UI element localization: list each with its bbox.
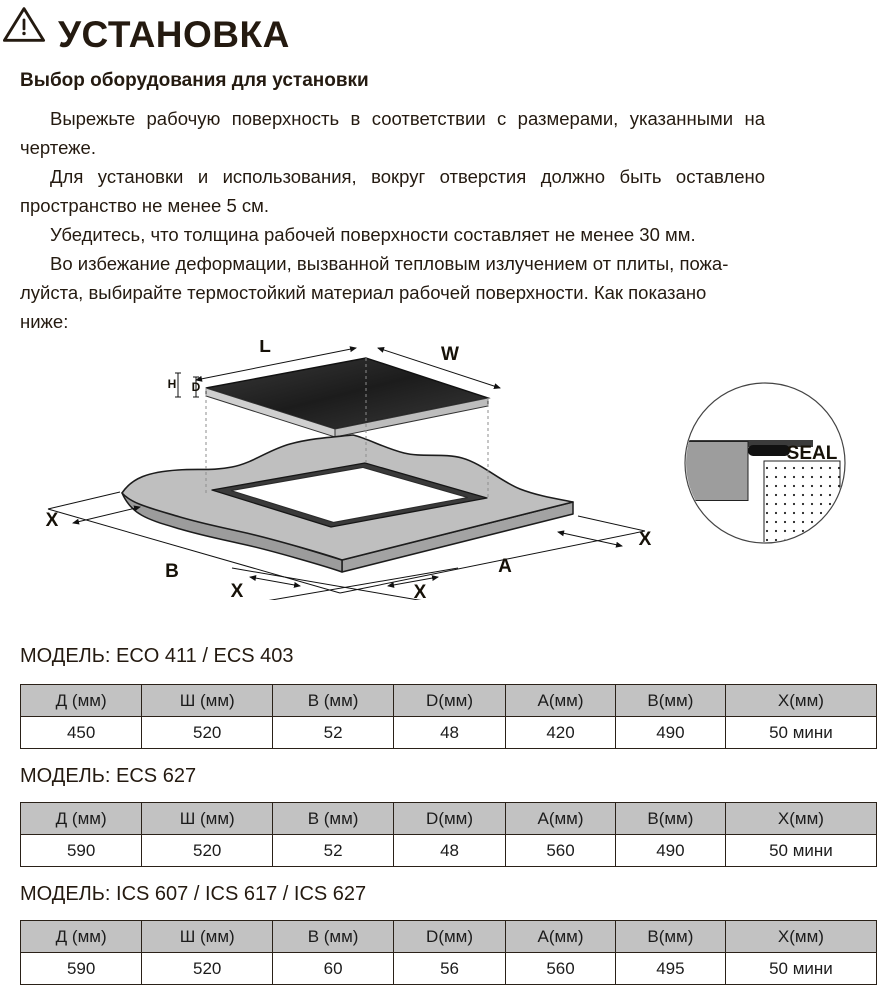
svg-text:B: B <box>165 561 179 582</box>
svg-text:X: X <box>46 510 59 531</box>
svg-text:W: W <box>441 344 459 365</box>
svg-text:L: L <box>259 340 271 357</box>
svg-text:A: A <box>498 556 512 577</box>
svg-text:H: H <box>168 377 177 391</box>
svg-text:D: D <box>192 380 201 394</box>
svg-text:X: X <box>414 582 427 600</box>
svg-text:X: X <box>231 581 244 600</box>
